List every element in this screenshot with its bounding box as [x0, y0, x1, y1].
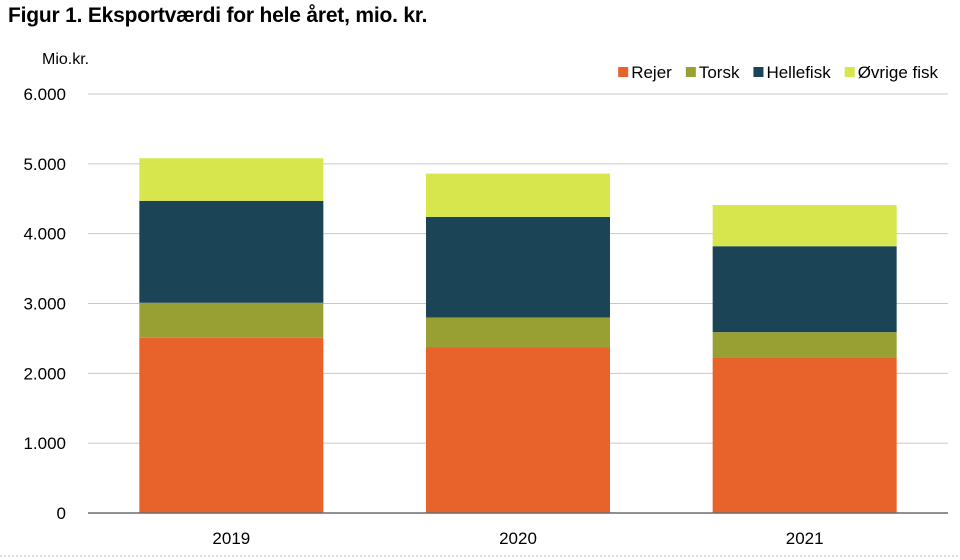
bar-segment-torsk — [712, 332, 897, 358]
legend-swatch — [753, 67, 764, 77]
bar-segment-øvrige-fisk — [139, 158, 324, 201]
legend-swatch — [685, 67, 696, 77]
legend-label: Øvrige fisk — [858, 63, 939, 82]
y-tick-label: 0 — [57, 504, 66, 523]
legend-swatch — [618, 67, 629, 77]
bar-segment-torsk — [426, 317, 610, 348]
bar-segment-rejer — [426, 347, 610, 513]
bar-segment-rejer — [139, 337, 324, 513]
bar-segment-rejer — [712, 357, 897, 513]
bar-segment-hellefisk — [712, 246, 897, 333]
bar-segment-torsk — [139, 302, 324, 338]
x-tick-label: 2021 — [786, 529, 824, 548]
y-tick-label: 2.000 — [23, 364, 66, 383]
bar-segment-øvrige-fisk — [426, 173, 610, 217]
figure-title: Figur 1. Eksportværdi for hele året, mio… — [8, 4, 428, 27]
bar-segment-hellefisk — [426, 216, 610, 318]
y-tick-label: 5.000 — [23, 155, 66, 174]
legend-label: Rejer — [631, 63, 672, 82]
legend-label: Torsk — [699, 63, 740, 82]
y-tick-label: 3.000 — [23, 295, 66, 314]
x-tick-label: 2020 — [499, 529, 537, 548]
x-tick-labels: 2019 2020 2021 — [212, 529, 823, 548]
y-tick-label: 1.000 — [23, 434, 66, 453]
legend-swatch — [844, 67, 855, 77]
legend-item: Hellefisk — [753, 63, 831, 82]
bars — [139, 158, 897, 513]
y-tick-labels: 0 1.000 2.000 3.000 4.000 5.000 6.000 — [23, 85, 66, 523]
bar-segment-hellefisk — [139, 200, 324, 303]
y-tick-label: 4.000 — [23, 225, 66, 244]
bar-segment-øvrige-fisk — [712, 205, 897, 247]
legend-item: Rejer — [618, 63, 672, 82]
legend-label: Hellefisk — [766, 63, 831, 82]
legend: Rejer Torsk Hellefisk Øvrige fisk — [618, 63, 938, 82]
y-axis-label: Mio.kr. — [42, 51, 89, 68]
legend-item: Torsk — [685, 63, 740, 82]
y-tick-label: 6.000 — [23, 85, 66, 104]
x-tick-label: 2019 — [212, 529, 250, 548]
legend-item: Øvrige fisk — [844, 63, 939, 82]
